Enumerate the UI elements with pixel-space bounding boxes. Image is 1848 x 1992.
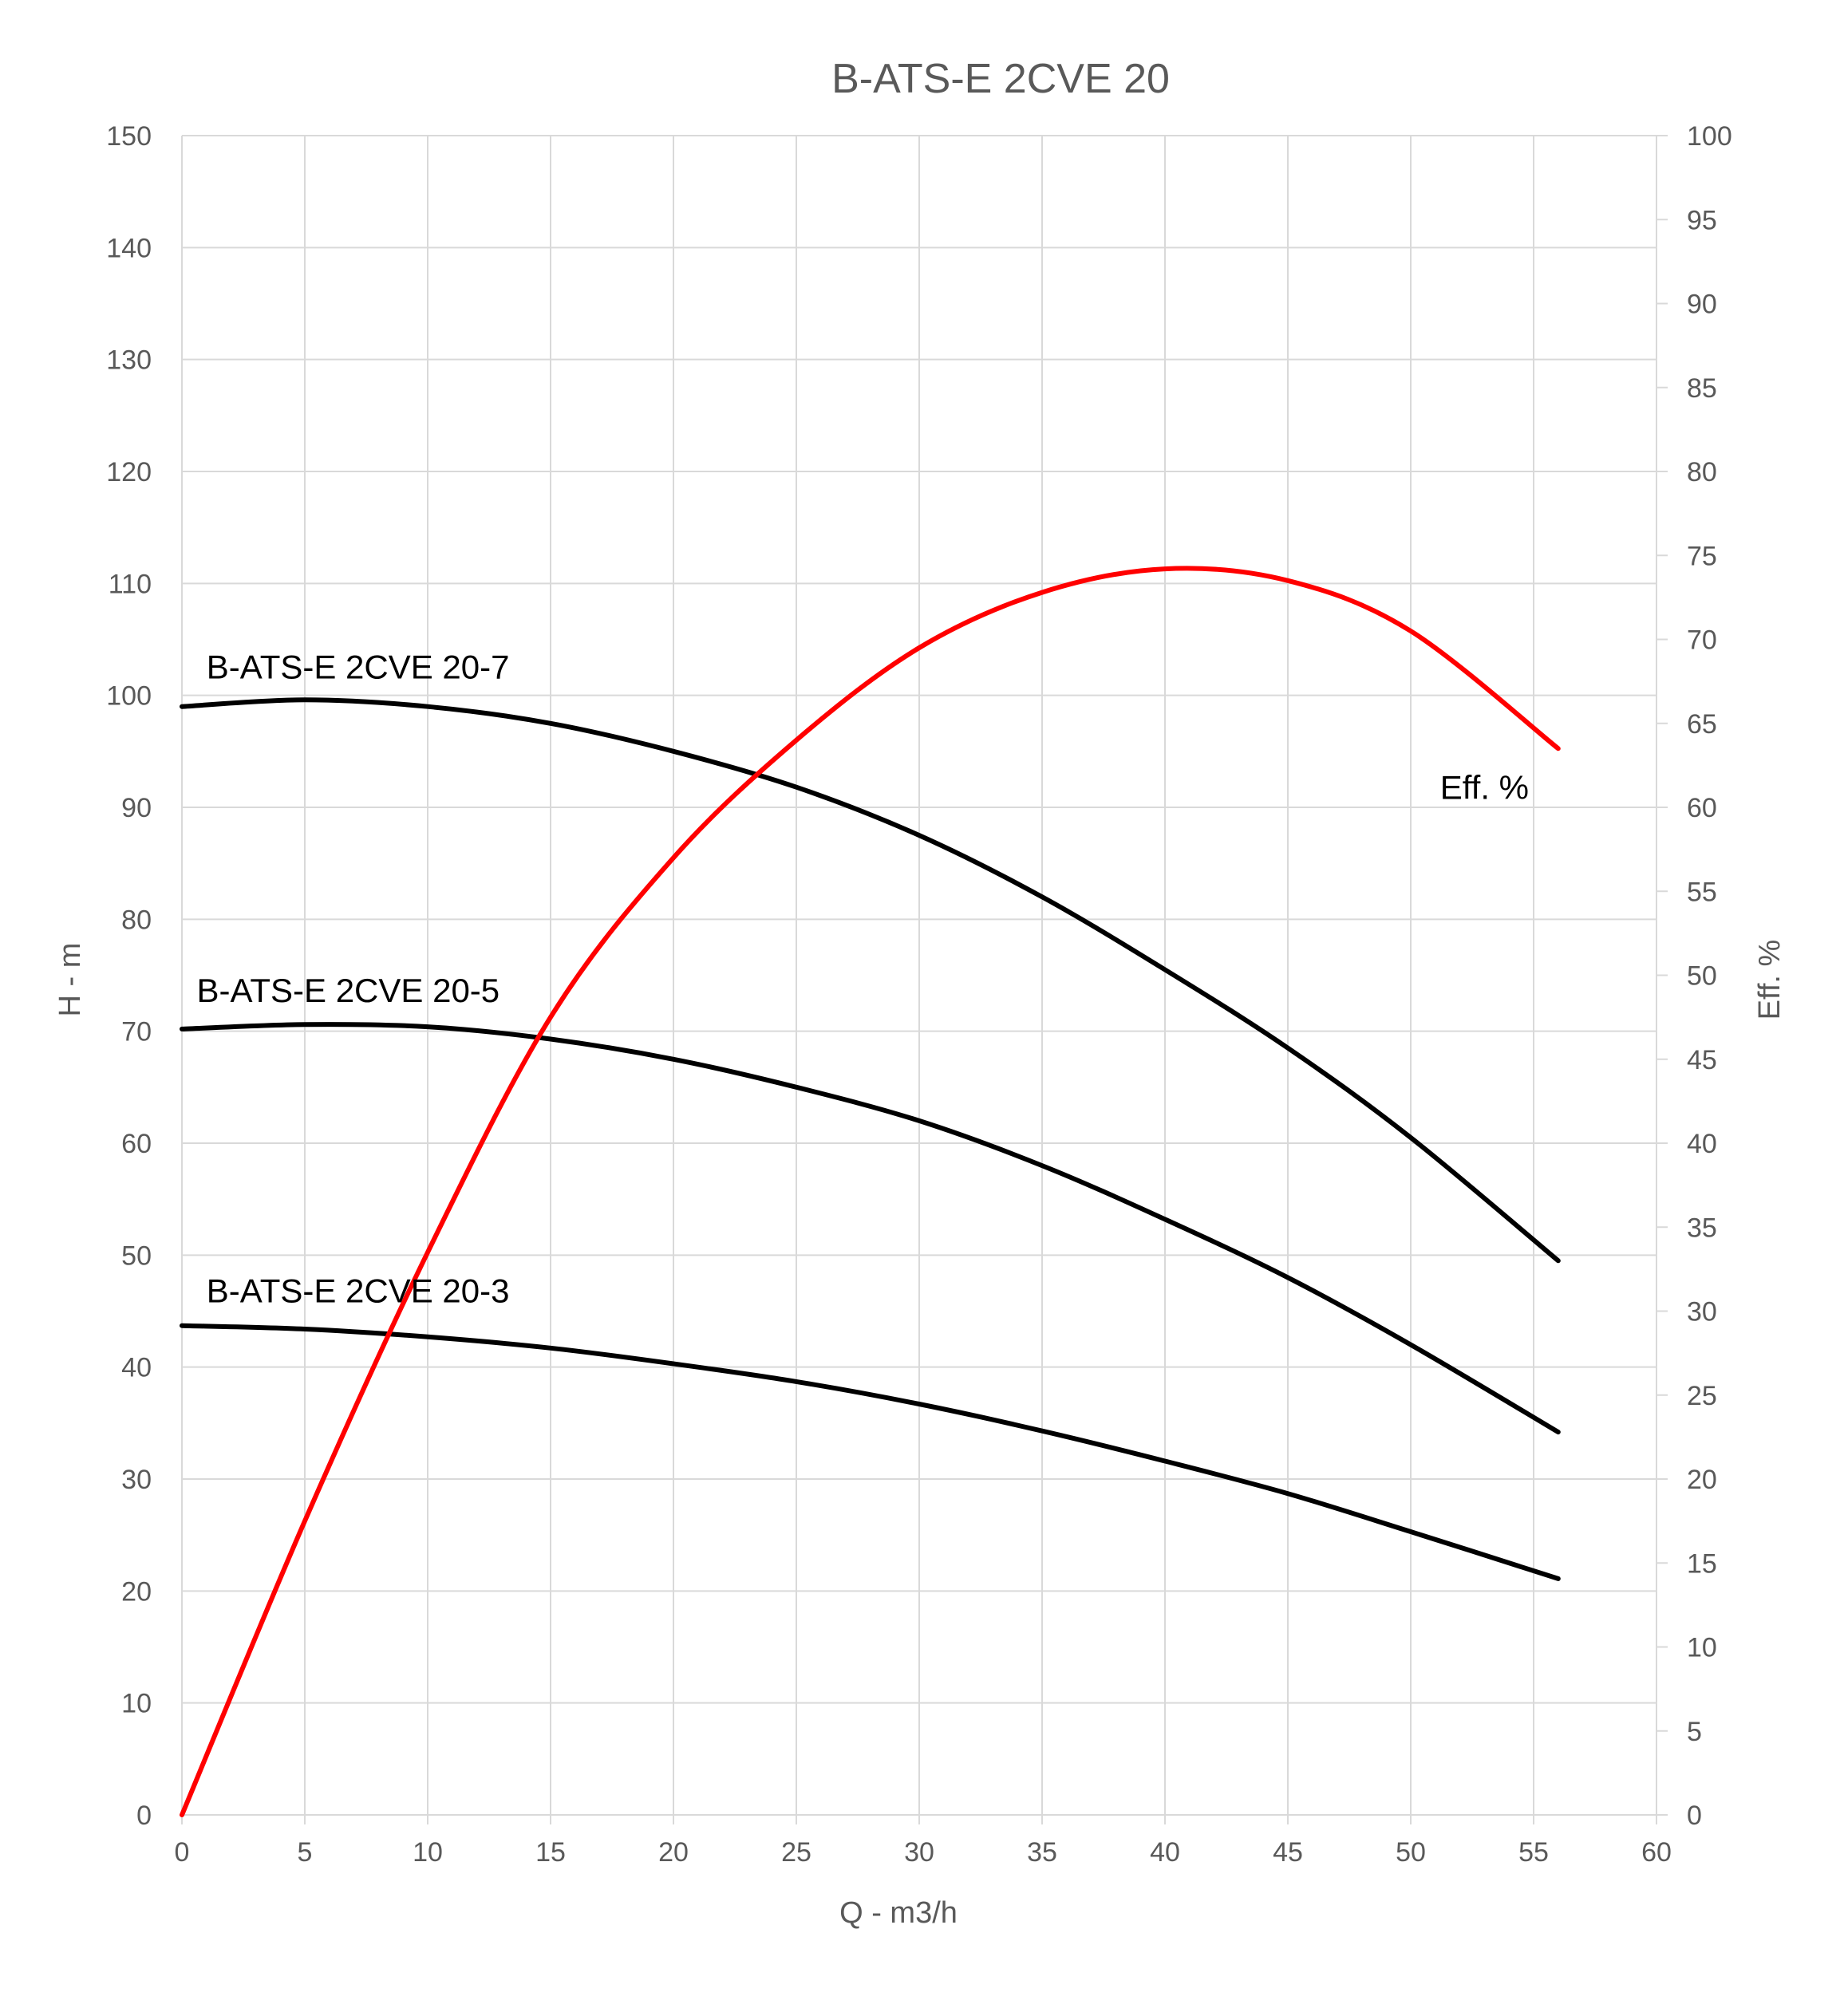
y-tick-label: 120 [106, 457, 152, 487]
y-tick-label: 110 [109, 569, 152, 599]
y2-tick-label: 0 [1687, 1801, 1702, 1831]
x-tick-label: 5 [298, 1837, 313, 1868]
y-tick-label: 140 [106, 233, 152, 263]
y-tick-label: 100 [106, 681, 152, 712]
y2-tick-label: 5 [1687, 1717, 1702, 1747]
y2-tick-label: 55 [1687, 877, 1717, 907]
grid [181, 135, 1657, 1816]
series-line-b-ats-e-2cve-20-5 [180, 1022, 1561, 1435]
series-label-b-ats-e-2cve-20-3: B-ATS-E 2CVE 20-3 [207, 1272, 510, 1309]
x-tick-label: 40 [1150, 1837, 1180, 1868]
x-tick-label: 15 [535, 1837, 566, 1868]
y-tick-label: 30 [121, 1465, 152, 1495]
y2-tick-label: 45 [1687, 1045, 1717, 1075]
chart-title: B-ATS-E 2CVE 20 [831, 56, 1170, 102]
x-tick-label: 0 [175, 1837, 190, 1868]
y-tick-label: 130 [106, 345, 152, 376]
y-tick-label: 20 [121, 1576, 152, 1607]
y-tick-label: 150 [106, 121, 152, 152]
y2-tick-label: 100 [1687, 121, 1732, 152]
x-tick-label: 20 [658, 1837, 689, 1868]
y-tick-label: 70 [121, 1017, 152, 1047]
labels: B-ATS-E 2CVE 20-7 B-ATS-E 2CVE 20-5 B-ATS-… [196, 649, 1529, 1310]
y2-tick-label: 80 [1687, 457, 1717, 487]
y2-tick-label: 30 [1687, 1297, 1717, 1327]
y-axis-title: H - m [53, 943, 87, 1017]
y2-tick-label: 25 [1687, 1381, 1717, 1411]
y2-tick-label: 75 [1687, 541, 1717, 571]
x-axis-title: Q - m3/h [839, 1896, 958, 1930]
y-tick-label: 60 [121, 1129, 152, 1159]
y2-tick-label: 15 [1687, 1548, 1717, 1579]
y2-tick-label: 50 [1687, 961, 1717, 992]
y-tick-label: 40 [121, 1353, 152, 1383]
x-tick-label: 60 [1641, 1837, 1672, 1868]
y-tick-label: 10 [121, 1689, 152, 1719]
y2-tick-label: 70 [1687, 625, 1717, 656]
x-tick-label: 55 [1518, 1837, 1549, 1868]
series-label-b-ats-e-2cve-20-5: B-ATS-E 2CVE 20-5 [196, 972, 500, 1009]
y2-tick-label: 65 [1687, 709, 1717, 740]
y2-tick-label: 95 [1687, 205, 1717, 235]
y2-tick-label: 60 [1687, 793, 1717, 823]
y-tick-label: 50 [121, 1241, 152, 1271]
x-tick-label: 50 [1396, 1837, 1426, 1868]
y2-tick-label: 10 [1687, 1633, 1717, 1663]
y2-tick-label: 90 [1687, 290, 1717, 320]
x-tick-label: 35 [1027, 1837, 1057, 1868]
y-tick-label: 80 [121, 905, 152, 935]
x-tick-label: 30 [904, 1837, 934, 1868]
series [180, 566, 1561, 1817]
y2-axis-title: Eff. % [1753, 940, 1787, 1020]
y2-tick-label: 85 [1687, 373, 1717, 404]
series-line-b-ats-e-2cve-20-3 [180, 1323, 1561, 1581]
series-label-b-ats-e-2cve-20-7: B-ATS-E 2CVE 20-7 [207, 649, 510, 686]
x-tick-label: 10 [413, 1837, 443, 1868]
y2-tick-label: 40 [1687, 1129, 1717, 1159]
series-line-eff [180, 566, 1561, 1817]
y2-tick-label: 20 [1687, 1465, 1717, 1495]
x-tick-label: 25 [781, 1837, 811, 1868]
series-line-b-ats-e-2cve-20-7 [180, 697, 1561, 1264]
y2-tick-label: 35 [1687, 1213, 1717, 1243]
x-tick-label: 45 [1273, 1837, 1303, 1868]
y-tick-label: 0 [136, 1801, 152, 1831]
y-tick-label: 90 [121, 793, 152, 823]
series-label-eff: Eff. % [1440, 768, 1529, 806]
